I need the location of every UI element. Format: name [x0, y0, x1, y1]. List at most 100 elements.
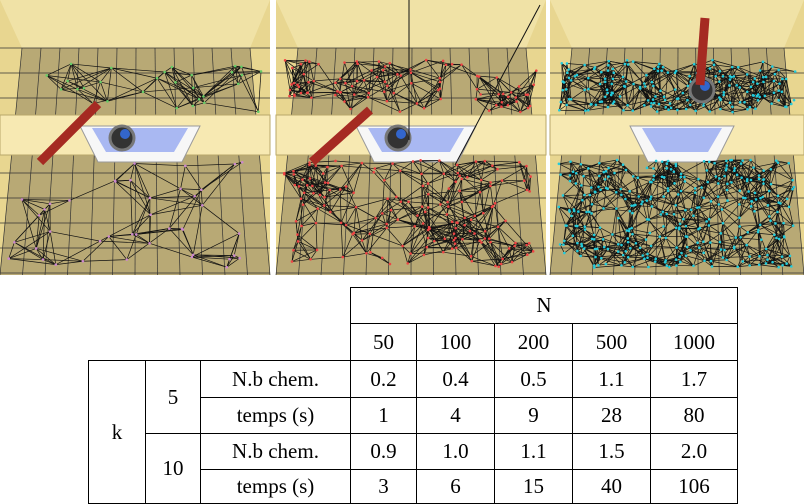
- roadmap-node: [728, 84, 731, 87]
- floor-grid: [192, 47, 203, 276]
- roadmap-node: [494, 103, 498, 107]
- roadmap-node: [644, 238, 648, 241]
- roadmap-edge: [645, 70, 662, 87]
- roadmap-node: [746, 107, 749, 111]
- roadmap-edge: [674, 183, 682, 192]
- roadmap-edge: [695, 176, 717, 189]
- roadmap-node: [365, 252, 368, 255]
- roadmap-node: [722, 93, 725, 97]
- roadmap-node: [747, 190, 750, 193]
- roadmap-node: [587, 87, 590, 91]
- roadmap-node: [493, 202, 497, 205]
- roadmap-edge: [563, 82, 585, 91]
- roadmap-node: [700, 186, 703, 189]
- roadmap-edge: [447, 191, 481, 203]
- roadmap-edge: [750, 159, 754, 168]
- roadmap-node: [650, 101, 653, 105]
- roadmap-edge: [480, 92, 512, 95]
- roadmap-edge: [675, 204, 692, 211]
- roadmap-edge: [598, 175, 608, 189]
- roadmap-node: [392, 91, 396, 95]
- roadmap-node: [130, 232, 134, 236]
- roadmap-node: [647, 265, 650, 269]
- roadmap-edge: [739, 179, 752, 205]
- roadmap-node: [665, 212, 669, 216]
- row-label: temps (s): [200, 469, 351, 504]
- roadmap-edge: [661, 169, 672, 178]
- roadmap-edge: [399, 170, 402, 202]
- roadmap-edge: [171, 66, 204, 97]
- roadmap-edge: [378, 61, 398, 75]
- roadmap-node: [409, 68, 412, 71]
- roadmap-edge: [528, 243, 534, 252]
- roadmap-node: [463, 223, 467, 227]
- roadmap-edge: [390, 206, 423, 211]
- roadmap-node: [527, 241, 531, 245]
- roadmap-node: [720, 208, 724, 211]
- roadmap-edge: [232, 71, 262, 73]
- roadmap-edge: [323, 186, 347, 206]
- roadmap-edge: [180, 188, 203, 206]
- roadmap-node: [607, 59, 611, 63]
- roadmap-edge: [519, 162, 531, 177]
- roadmap-edge: [706, 165, 727, 171]
- roadmap-node: [500, 179, 504, 182]
- roadmap-node: [731, 105, 734, 109]
- roadmap-node: [590, 212, 593, 215]
- roadmap-node: [673, 88, 677, 91]
- roadmap-edge: [582, 188, 608, 201]
- roadmap-node: [607, 175, 610, 178]
- roadmap-node: [612, 71, 616, 75]
- roadmap-node: [686, 98, 689, 102]
- roadmap-edge: [749, 248, 767, 266]
- roadmap-edge: [703, 241, 713, 267]
- roadmap-edge: [374, 168, 385, 181]
- roadmap-edge: [423, 98, 441, 109]
- roadmap-edge: [646, 66, 664, 76]
- roadmap-node: [59, 88, 63, 91]
- roadmap-node: [475, 87, 479, 91]
- roadmap-node: [496, 225, 500, 229]
- roadmap-edge: [448, 206, 475, 217]
- roadmap-edge: [770, 183, 794, 188]
- roadmap-node: [624, 250, 627, 253]
- roadmap-node: [388, 61, 392, 65]
- roadmap-edge: [693, 260, 705, 267]
- roadmap-node: [766, 204, 770, 207]
- roadmap-edge: [708, 219, 711, 243]
- roadmap-edge: [238, 71, 262, 85]
- roadmap-node: [305, 91, 309, 95]
- roadmap-edge: [747, 91, 765, 97]
- roadmap-edge: [765, 234, 775, 250]
- roadmap-node: [626, 237, 630, 240]
- roadmap-edge: [192, 96, 204, 107]
- roadmap-node: [450, 62, 454, 66]
- roadmap-edge: [470, 255, 496, 267]
- roadmap-edge: [627, 238, 648, 255]
- roadmap-edge: [763, 179, 779, 197]
- roadmap-node: [674, 203, 678, 207]
- roadmap-edge: [753, 167, 764, 171]
- roadmap-edge: [428, 193, 448, 203]
- roadmap-edge: [759, 224, 780, 240]
- roadmap-edge: [324, 192, 354, 198]
- roadmap-edge: [475, 161, 498, 170]
- roadmap-node: [447, 187, 451, 190]
- roadmap-edge: [674, 72, 689, 87]
- roadmap-edge: [563, 82, 572, 100]
- roadmap-edge: [712, 59, 731, 80]
- roadmap-node: [764, 75, 768, 79]
- roadmap-edge: [560, 174, 571, 182]
- roadmap-edge: [584, 64, 606, 83]
- roadmap-node: [569, 160, 572, 163]
- roadmap-edge: [393, 92, 401, 112]
- roadmap-node: [629, 247, 632, 250]
- roadmap-edge: [782, 78, 786, 107]
- roadmap-edge: [759, 264, 779, 268]
- roadmap-node: [599, 188, 602, 192]
- roadmap-edge: [611, 94, 628, 106]
- roadmap-edge: [661, 176, 685, 182]
- roadmap-node: [603, 178, 607, 181]
- roadmap-edge: [77, 88, 108, 102]
